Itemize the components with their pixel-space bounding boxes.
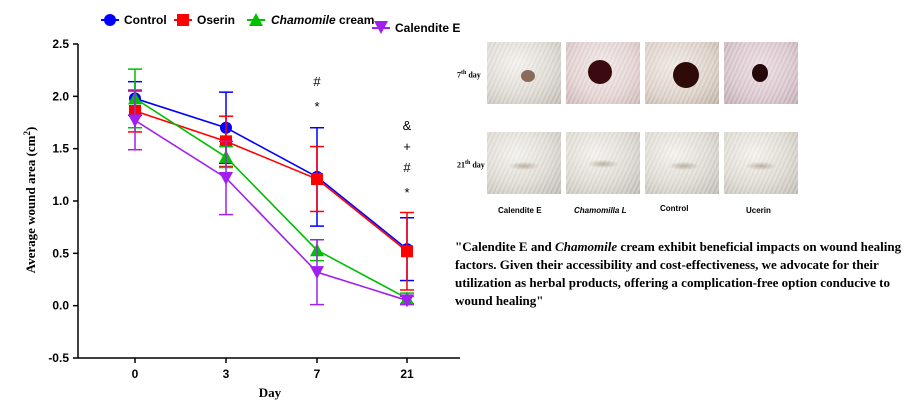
y-axis-label-text: Average wound area (cm [23,135,38,273]
y-tick-label: 0.5 [52,246,69,260]
data-point [400,294,414,308]
chart-legend: Control Oserin Chamomile cream Calendite… [101,13,460,35]
series-oserin [128,89,414,291]
data-point [401,245,413,258]
chart-axes: -0.5 0.0 0.5 1.0 1.5 2.0 2.5 0 3 7 21 [48,37,460,381]
series-calendite-e [128,90,414,308]
wound-photo-panel: 7th day 21th day Calendite E Chamomilla … [457,38,814,222]
data-point [128,114,142,128]
data-point [311,173,323,186]
legend-label-chamomile-rest: cream [336,13,375,27]
data-point [219,171,233,185]
photo-chamomilla-day7 [566,42,640,104]
series-line [134,97,408,250]
y-axis-label: Average wound area (cm2) [22,127,38,274]
y-tick-label: 1.0 [52,194,69,208]
y-axis-label-close: ) [23,127,38,131]
x-tick-label: 7 [314,367,321,381]
wound-area-chart: Control Oserin Chamomile cream Calendite… [22,13,460,400]
legend-item-chamomile: Chamomile cream [247,13,374,27]
photo-group-control: Control [660,204,689,213]
y-tick-label: 2.0 [52,89,69,103]
chart-annotations: # * & + # * [313,74,411,200]
quote-text-italic: Chamomile [555,239,618,254]
photo-control-day21 [645,132,719,194]
quote-text-start: "Calendite E and [455,239,556,254]
photo-calendite-day7 [487,42,561,104]
photo-group-chamomilla: Chamomilla L [574,206,627,215]
svg-text:Chamomile cream: Chamomile cream [271,13,374,27]
photo-group-ucerin: Ucerin [746,206,771,215]
x-tick-label: 0 [132,367,139,381]
legend-label-control: Control [124,13,167,27]
significance-mark: * [314,99,319,114]
x-tick-label: 21 [400,367,414,381]
series-line [134,97,408,300]
chart-series [128,68,414,308]
significance-mark: * [404,185,409,200]
significance-mark: # [313,74,321,89]
series-control [128,80,414,282]
legend-label-calendite: Calendite E [395,21,460,35]
legend-label-oserin: Oserin [197,13,235,27]
photo-ucerin-day21 [724,132,798,194]
data-point [310,266,324,280]
legend-item-calendite: Calendite E [372,21,460,35]
photo-control-day7 [645,42,719,104]
y-tick-label: 1.5 [52,142,69,156]
x-axis-label: Day [259,385,282,400]
y-tick-label: 0.0 [52,299,69,313]
series-line [134,119,408,302]
series-line [134,110,408,252]
significance-mark: & [403,118,412,133]
legend-label-chamomile-italic: Chamomile [271,13,336,27]
y-tick-label: -0.5 [48,351,69,365]
y-tick-label: 2.5 [52,37,69,51]
y-axis-label-sup: 2 [22,131,32,136]
conclusion-quote: "Calendite E and Chamomile cream exhibit… [455,238,910,310]
photo-group-calendite: Calendite E [498,206,542,215]
x-tick-label: 3 [223,367,230,381]
significance-mark: # [403,160,411,175]
legend-item-oserin: Oserin [174,13,235,27]
photo-ucerin-day7 [724,42,798,104]
photo-row-label-21st-day: 21th day [457,160,485,170]
quote-text-end: cream exhibit beneficial impacts on woun… [455,239,902,308]
series-chamomile-cream [128,68,414,305]
photo-calendite-day21 [487,132,561,194]
significance-mark: + [403,139,411,154]
legend-item-control: Control [101,13,167,27]
photo-row-label-7th-day: 7th day [457,70,481,80]
photo-chamomilla-day21 [566,132,640,194]
